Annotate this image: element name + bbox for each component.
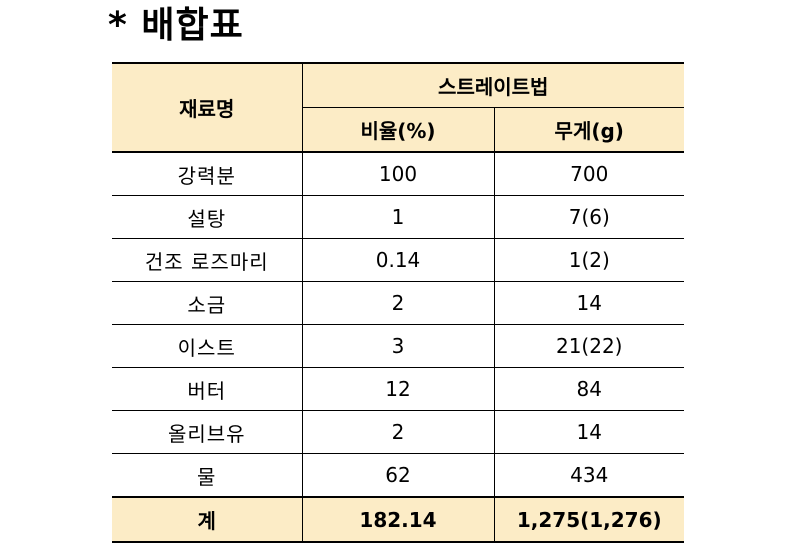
page-title: * 배합표 bbox=[108, 5, 244, 46]
weight-cell: 14 bbox=[493, 281, 684, 325]
table-header-row: 재료명 스트레이트법 bbox=[112, 62, 684, 153]
header-method: 스트레이트법 bbox=[301, 62, 684, 108]
table-row: 올리브유 2 14 bbox=[112, 410, 684, 454]
table-row: 소금 2 14 bbox=[112, 281, 684, 325]
ingredient-cell: 강력분 bbox=[112, 151, 303, 196]
ratio-cell: 2 bbox=[301, 410, 495, 454]
table-row: 설탕 1 7(6) bbox=[112, 195, 684, 239]
ingredient-cell: 이스트 bbox=[112, 324, 303, 368]
total-weight: 1,275(1,276) bbox=[493, 496, 684, 543]
ingredient-cell: 건조 로즈마리 bbox=[112, 238, 303, 282]
table-subheader-row: 비율(%) 무게(g) bbox=[112, 107, 684, 153]
header-weight: 무게(g) bbox=[493, 107, 684, 153]
table-row: 건조 로즈마리 0.14 1(2) bbox=[112, 238, 684, 282]
weight-cell: 700 bbox=[493, 151, 684, 196]
total-row: 계 182.14 1,275(1,276) bbox=[112, 496, 684, 543]
ingredient-cell: 소금 bbox=[112, 281, 303, 325]
ratio-cell: 3 bbox=[301, 324, 495, 368]
header-ingredient: 재료명 bbox=[112, 62, 303, 153]
ratio-cell: 100 bbox=[301, 151, 495, 196]
recipe-table: 재료명 스트레이트법 비율(%) 무게(g) 강력분 100 700 설탕 1 … bbox=[112, 62, 684, 543]
weight-cell: 14 bbox=[493, 410, 684, 454]
table-row: 강력분 100 700 bbox=[112, 151, 684, 196]
ingredient-cell: 설탕 bbox=[112, 195, 303, 239]
header-ratio: 비율(%) bbox=[302, 107, 495, 153]
weight-cell: 7(6) bbox=[493, 195, 684, 239]
ingredient-cell: 물 bbox=[112, 453, 303, 498]
total-ratio: 182.14 bbox=[301, 496, 495, 543]
weight-cell: 21(22) bbox=[493, 324, 684, 368]
ingredient-cell: 버터 bbox=[112, 367, 303, 411]
weight-cell: 434 bbox=[493, 453, 684, 498]
ratio-cell: 0.14 bbox=[301, 238, 495, 282]
table-row: 이스트 3 21(22) bbox=[112, 324, 684, 368]
total-label: 계 bbox=[112, 496, 303, 543]
ratio-cell: 12 bbox=[301, 367, 495, 411]
ratio-cell: 62 bbox=[301, 453, 495, 498]
weight-cell: 1(2) bbox=[493, 238, 684, 282]
table-row: 버터 12 84 bbox=[112, 367, 684, 411]
ratio-cell: 2 bbox=[301, 281, 495, 325]
ingredient-cell: 올리브유 bbox=[112, 410, 303, 454]
table-row: 물 62 434 bbox=[112, 453, 684, 498]
weight-cell: 84 bbox=[493, 367, 684, 411]
ratio-cell: 1 bbox=[301, 195, 495, 239]
